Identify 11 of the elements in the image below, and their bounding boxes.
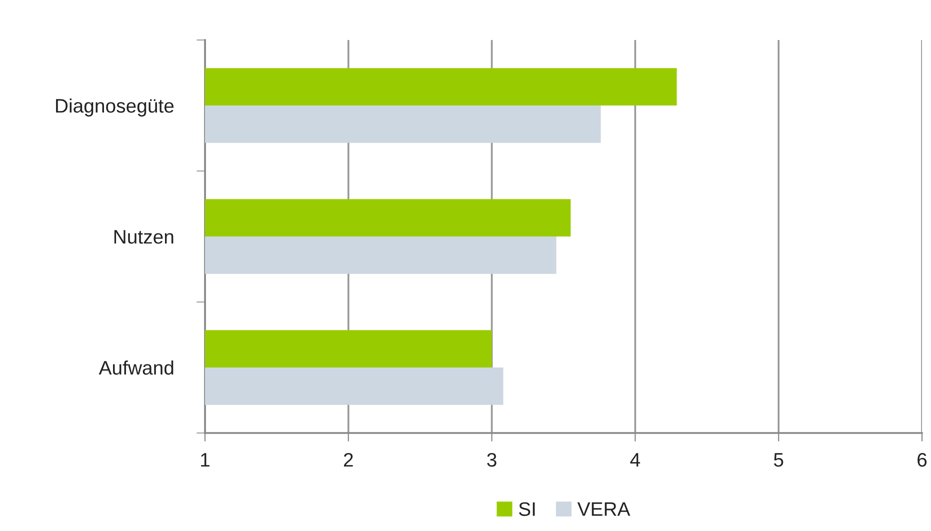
- y-tick-label: Nutzen: [114, 230, 174, 244]
- x-tick-label: 5: [774, 453, 784, 467]
- x-tick-label: 2: [344, 452, 353, 467]
- x-tick-label: 1: [201, 453, 210, 467]
- y-tick-label: Aufwand: [98, 360, 174, 375]
- legend-label: SI: [519, 502, 535, 516]
- y-tick-label: Diagnosegüte: [56, 98, 174, 117]
- x-tick-label: 6: [918, 452, 927, 467]
- x-tick-label: 3: [487, 452, 496, 467]
- legend-label: VERA: [577, 502, 630, 516]
- x-tick-label: 4: [630, 453, 640, 467]
